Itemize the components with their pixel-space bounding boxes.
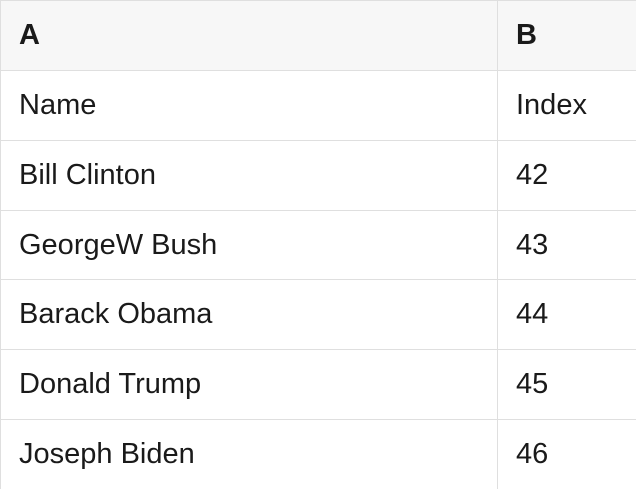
table-row: Bill Clinton 42 [1, 140, 636, 211]
column-header-b[interactable]: B [498, 1, 636, 70]
table-row: Joseph Biden 46 [1, 420, 636, 489]
table-row: GeorgeW Bush 43 [1, 210, 636, 281]
column-header-a[interactable]: A [1, 1, 498, 70]
cell-b2-text: 42 [516, 158, 549, 191]
cell-b1[interactable]: Index [498, 71, 636, 140]
table-row: Barack Obama 44 [1, 280, 636, 351]
table-row: Donald Trump 45 [1, 350, 636, 421]
cell-b3-text: 43 [516, 228, 549, 261]
cell-a2[interactable]: Bill Clinton [1, 140, 498, 210]
cell-b1-text: Index [516, 88, 587, 121]
cell-a5-text: Donald Trump [19, 368, 202, 401]
column-header-a-label: A [19, 18, 40, 51]
cell-b4[interactable]: 44 [498, 280, 636, 349]
cell-a3[interactable]: GeorgeW Bush [1, 210, 498, 280]
cell-a2-text: Bill Clinton [19, 158, 156, 191]
cell-a6-text: Joseph Biden [19, 438, 195, 471]
cell-a3-text: GeorgeW Bush [19, 228, 218, 261]
table-row: Name Index [1, 70, 636, 141]
cell-b5[interactable]: 45 [498, 350, 636, 419]
cell-a6[interactable]: Joseph Biden [1, 420, 498, 489]
cell-a4-text: Barack Obama [19, 298, 213, 331]
column-header-row: A B [1, 1, 636, 71]
cell-b3[interactable]: 43 [498, 211, 636, 280]
cell-a1-text: Name [19, 88, 97, 121]
cell-a5[interactable]: Donald Trump [1, 350, 498, 420]
cell-b6[interactable]: 46 [498, 420, 636, 489]
column-header-b-label: B [516, 18, 537, 51]
cell-b5-text: 45 [516, 368, 549, 401]
cell-b6-text: 46 [516, 438, 549, 471]
cell-b4-text: 44 [516, 298, 549, 331]
cell-b2[interactable]: 42 [498, 141, 636, 210]
cell-a1[interactable]: Name [1, 70, 498, 140]
cell-a4[interactable]: Barack Obama [1, 280, 498, 350]
